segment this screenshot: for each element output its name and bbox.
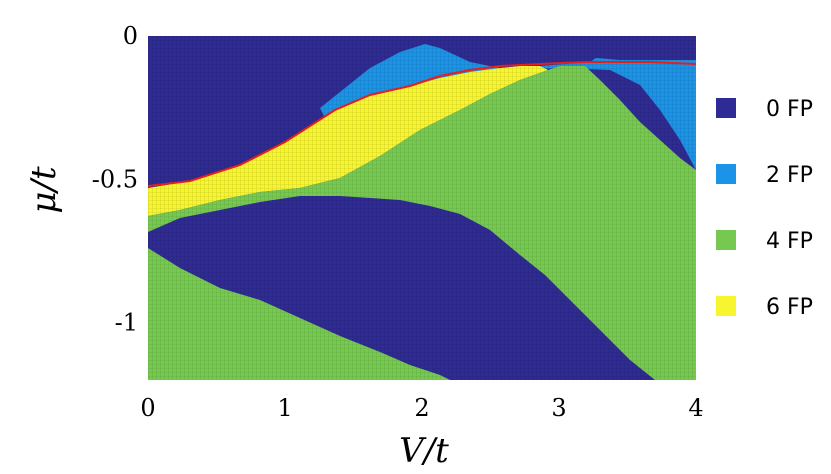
legend-swatch: [716, 230, 736, 250]
x-axis-label: V/t: [399, 431, 449, 471]
legend-swatch: [716, 98, 736, 118]
x-tick-label: 3: [551, 394, 566, 422]
x-tick-label: 0: [140, 394, 155, 422]
legend-label: 0 FP: [766, 97, 813, 122]
y-axis-label: μ/t: [24, 166, 64, 214]
legend: 0 FP 2 FP 4 FP 6 FP: [716, 97, 813, 320]
x-tick-label: 2: [414, 394, 429, 422]
legend-swatch: [716, 164, 736, 184]
legend-label: 4 FP: [766, 229, 813, 254]
legend-swatch: [716, 296, 736, 316]
x-tick-label: 4: [688, 394, 703, 422]
boundary-line: [148, 61, 696, 187]
y-axis-ticks: 0 -0.5 -1: [92, 22, 138, 337]
x-tick-label: 1: [277, 394, 292, 422]
legend-label: 2 FP: [766, 163, 813, 188]
y-tick-label: -1: [115, 309, 138, 337]
plot-area: [148, 36, 696, 380]
cell-mesh-overlay: [148, 36, 696, 380]
y-tick-label: 0: [123, 22, 138, 50]
y-tick-label: -0.5: [92, 165, 138, 193]
legend-label: 6 FP: [766, 295, 813, 320]
x-axis-ticks: 0 1 2 3 4: [140, 394, 703, 422]
